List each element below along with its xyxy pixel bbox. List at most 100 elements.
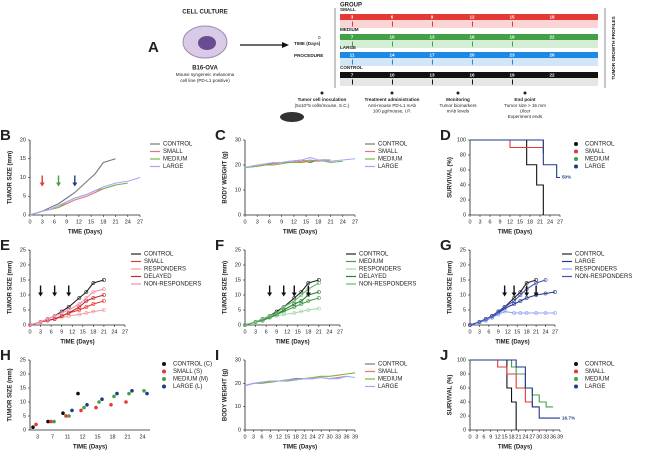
x-tick-label: 18 [305, 329, 311, 335]
y-tick-label: 0 [463, 322, 466, 328]
data-point [49, 419, 53, 424]
legend-marker [574, 377, 578, 381]
arrow-head [511, 292, 517, 297]
legend-label: SMALL (S) [173, 369, 202, 375]
data-point [52, 419, 56, 424]
group-day: 10 [389, 72, 395, 77]
series-line [469, 279, 546, 326]
x-tick-label: 18 [109, 434, 115, 440]
legend-label: MEDIUM [378, 377, 402, 383]
legend-label: CONTROL [144, 252, 174, 258]
x-tick-label: 33 [543, 434, 549, 440]
x-tick-label: 6 [260, 434, 263, 440]
data-point [52, 314, 57, 318]
step-title: Tumor cell inoculation [298, 97, 347, 102]
step-line: 100 µg/mouse, I.P. [373, 109, 411, 114]
y-tick-label: 25 [235, 247, 241, 253]
legend-marker [574, 369, 578, 374]
legend-marker [162, 377, 166, 381]
y-axis-title: TUMOR SIZE (mm) [223, 261, 229, 314]
y-tick-label: 80 [460, 152, 466, 158]
group-day: 13 [429, 34, 435, 39]
series-line [29, 158, 116, 216]
y-tick-label: 20 [460, 197, 466, 203]
y-tick-label: 60 [460, 167, 466, 173]
y-axis-title: BODY WEIGHT (g) [223, 369, 229, 421]
x-tick-label: 15 [502, 434, 508, 440]
series-line [29, 309, 104, 326]
y-tick-label: 100 [457, 137, 466, 143]
group-band [340, 20, 598, 28]
procedure-label: PROCEDURE [294, 53, 323, 58]
x-tick-label: 12 [76, 219, 82, 225]
y-tick-label: 25 [460, 247, 466, 253]
y-tick-label: 10 [235, 404, 241, 410]
y-tick-label: 30 [235, 357, 241, 363]
legend-marker [574, 384, 578, 389]
x-tick-label: 18 [293, 434, 299, 440]
series-line [244, 291, 320, 326]
x-tick-label: 21 [515, 434, 521, 440]
arrow-head [305, 292, 311, 297]
y-axis-title: BODY WEIGHT (g) [223, 151, 229, 203]
x-axis-title: TIME (Days) [498, 230, 532, 236]
data-point [512, 299, 516, 303]
x-tick-label: 39 [557, 434, 563, 440]
y-tick-label: 0 [238, 427, 241, 433]
data-point [67, 414, 71, 418]
data-point [130, 389, 134, 393]
arrow-head [282, 42, 289, 48]
group-bar [340, 34, 598, 40]
legend-label: CONTROL [585, 142, 615, 148]
legend-label: MEDIUM [378, 157, 402, 163]
data-point [34, 422, 38, 427]
data-point [109, 403, 113, 407]
y-axis-title: TUMOR SIZE (mm) [8, 261, 14, 314]
arrow-head [291, 292, 297, 297]
time-zero: 0 [318, 35, 321, 40]
x-tick-label: 21 [316, 329, 322, 335]
group-day: 19 [509, 72, 515, 77]
series-line [470, 139, 544, 215]
data-point [100, 397, 104, 402]
x-tick-label: 0 [468, 434, 471, 440]
group-day: 16 [469, 72, 475, 77]
panel-a: A CELL CULTURE B16-OVA Mouse syngeneic m… [148, 3, 616, 122]
data-point [66, 308, 71, 312]
data-point [97, 400, 101, 404]
series-line [470, 359, 560, 419]
arrow-head [281, 292, 287, 297]
cell-title: CELL CULTURE [182, 10, 227, 16]
legend-label: RESPONDERS [575, 267, 617, 273]
legend-label: DELAYED [144, 274, 172, 280]
group-day: 16 [469, 34, 475, 39]
data-point [281, 305, 286, 309]
series-line [470, 359, 540, 408]
x-tick-label: 3 [41, 219, 44, 225]
group-day: 23 [509, 52, 515, 57]
legend-label: CONTROL [359, 252, 389, 258]
x-tick-label: 27 [122, 329, 128, 335]
panel-letter: I [215, 347, 219, 364]
x-tick-label: 15 [80, 329, 86, 335]
data-point [124, 400, 128, 404]
group-day: 12 [469, 14, 475, 19]
x-axis-title: TIME (Days) [495, 340, 529, 346]
x-tick-label: 12 [505, 329, 511, 335]
step-line: Experiment ends [508, 114, 543, 119]
y-tick-label: 10 [235, 187, 241, 193]
panel-letter: H [0, 347, 11, 364]
x-axis-title: TIME (Days) [283, 445, 317, 451]
x-tick-label: 24 [310, 434, 316, 440]
legend-label: LARGE (L) [173, 384, 202, 390]
x-tick-label: 21 [537, 219, 543, 225]
x-tick-label: 0 [243, 219, 246, 225]
step-bullet [390, 91, 394, 95]
x-tick-label: 18 [315, 219, 321, 225]
group-day: 22 [549, 34, 555, 39]
y-tick-label: 15 [235, 277, 241, 283]
arrow-head [524, 292, 530, 297]
legend-marker [162, 369, 166, 374]
group-day: 11 [350, 52, 355, 57]
x-tick-label: 39 [352, 434, 358, 440]
